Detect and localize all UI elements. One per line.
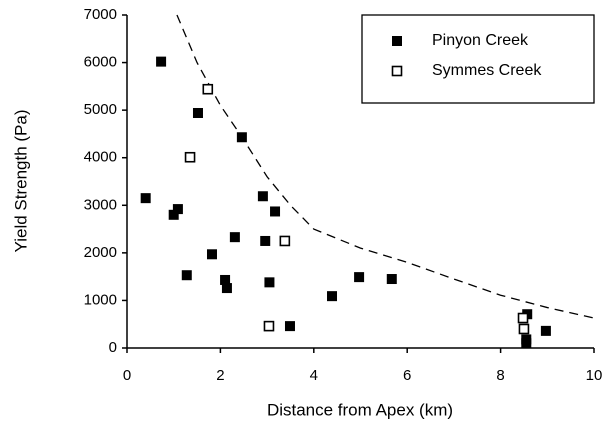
- data-point: [192, 107, 203, 118]
- data-point: [156, 56, 167, 67]
- data-point: [521, 338, 532, 349]
- y-tick-label: 1000: [84, 291, 117, 308]
- x-tick-label: 4: [310, 367, 318, 384]
- x-tick-label: 6: [403, 367, 411, 384]
- y-tick-label: 4000: [84, 149, 117, 166]
- legend-box: [361, 14, 595, 104]
- data-point: [284, 321, 295, 332]
- y-axis-label: Yield Strength (Pa): [11, 110, 30, 253]
- data-point: [221, 283, 232, 294]
- data-point: [206, 249, 217, 260]
- data-point: [257, 191, 268, 202]
- data-point: [386, 274, 397, 285]
- data-point: [181, 270, 192, 281]
- data-point: [172, 204, 183, 215]
- data-point: [263, 320, 275, 332]
- x-axis-label: Distance from Apex (km): [267, 400, 453, 419]
- x-tick-label: 0: [123, 367, 131, 384]
- legend-marker: [392, 36, 402, 46]
- data-point: [354, 272, 365, 283]
- legend-label: Pinyon Creek: [432, 32, 529, 49]
- data-point: [327, 291, 338, 302]
- data-point: [518, 323, 530, 335]
- fit-curve: [176, 14, 595, 319]
- data-point: [184, 151, 196, 163]
- x-tick-label: 8: [496, 367, 504, 384]
- data-point: [540, 325, 551, 336]
- legend-marker: [391, 65, 403, 77]
- y-tick-label: 2000: [84, 244, 117, 261]
- data-point: [279, 235, 291, 247]
- y-tick-label: 3000: [84, 196, 117, 213]
- x-tick-label: 2: [216, 367, 224, 384]
- x-tick-label: 10: [586, 367, 603, 384]
- y-tick-label: 0: [109, 339, 117, 356]
- data-point: [517, 312, 529, 324]
- data-point: [229, 232, 240, 243]
- data-point: [264, 277, 275, 288]
- y-tick-label: 5000: [84, 101, 117, 118]
- data-point: [140, 193, 151, 204]
- y-tick-label: 7000: [84, 6, 117, 23]
- legend-label: Symmes Creek: [432, 62, 542, 79]
- y-tick-label: 6000: [84, 54, 117, 71]
- data-point: [202, 83, 214, 95]
- data-point: [260, 235, 271, 246]
- data-point: [236, 132, 247, 143]
- data-point: [270, 206, 281, 217]
